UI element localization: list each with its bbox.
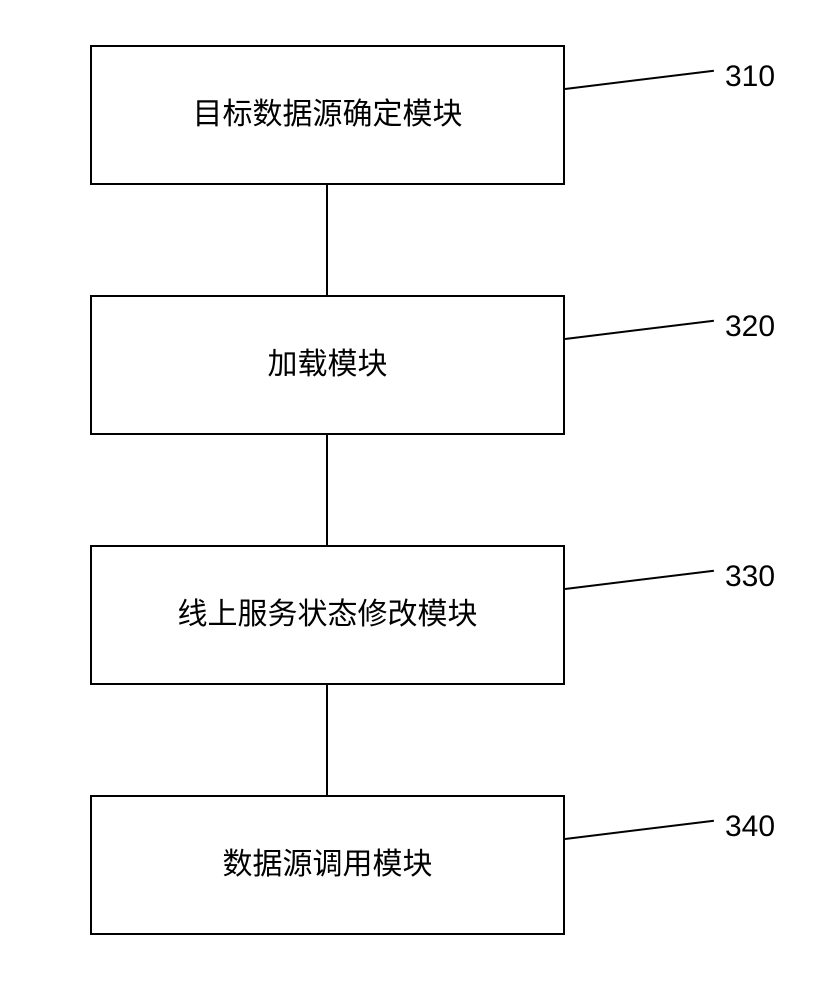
node-330-box: 线上服务状态修改模块 <box>90 545 565 685</box>
connector-330-340 <box>326 685 328 795</box>
node-310-ref: 310 <box>725 60 775 94</box>
flowchart-diagram: 目标数据源确定模块 310 加载模块 320 线上服务状态修改模块 330 数据… <box>0 0 840 1000</box>
node-320-leader <box>565 320 714 340</box>
node-330-label: 线上服务状态修改模块 <box>178 597 478 633</box>
node-340-ref: 340 <box>725 810 775 844</box>
node-320-ref: 320 <box>725 310 775 344</box>
node-310-leader <box>565 70 714 90</box>
connector-310-320 <box>326 185 328 295</box>
node-320-box: 加载模块 <box>90 295 565 435</box>
node-330-ref: 330 <box>725 560 775 594</box>
connector-320-330 <box>326 435 328 545</box>
node-310-label: 目标数据源确定模块 <box>193 97 463 133</box>
node-310-box: 目标数据源确定模块 <box>90 45 565 185</box>
node-340-box: 数据源调用模块 <box>90 795 565 935</box>
node-340-label: 数据源调用模块 <box>223 847 433 883</box>
node-330-leader <box>565 570 714 590</box>
node-340-leader <box>565 820 714 840</box>
node-320-label: 加载模块 <box>268 347 388 383</box>
